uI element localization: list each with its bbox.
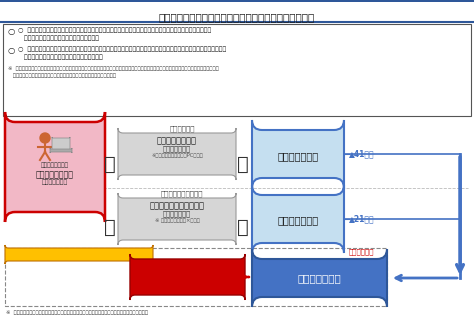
Text: （税７０万円）: （税７０万円） <box>42 179 68 185</box>
Text: ２割に軽減: ２割に軽減 <box>173 273 202 283</box>
Text: ＝: ＝ <box>237 218 249 237</box>
Text: ○  これにより、業種にかかわらず、売上・収入を把握するだけで消費税の申告が可能となることから、簡易課税に比して: ○ これにより、業種にかかわらず、売上・収入を把握するだけで消費税の申告が可能と… <box>18 46 226 51</box>
FancyBboxPatch shape <box>118 128 236 180</box>
Text: －: － <box>104 155 116 174</box>
Text: （税１５万円）: （税１５万円） <box>163 145 191 152</box>
FancyBboxPatch shape <box>118 193 236 245</box>
Text: ＝: ＝ <box>237 155 249 174</box>
Text: 仕入　１５０万円: 仕入 １５０万円 <box>157 136 197 145</box>
Text: 小規模事業者に対する納税額に係る負担軽減措置（案）: 小規模事業者に対する納税額に係る負担軽減措置（案） <box>159 12 315 22</box>
FancyBboxPatch shape <box>5 245 153 264</box>
Text: 始から令和８年９月３０日の属する課税期間まで適用できることとする。: 始から令和８年９月３０日の属する課税期間まで適用できることとする。 <box>8 73 116 78</box>
Text: 納税　１４万円: 納税 １４万円 <box>297 273 341 283</box>
Text: 税負担を軽減: 税負担を軽減 <box>349 248 374 255</box>
FancyBboxPatch shape <box>50 148 72 153</box>
FancyBboxPatch shape <box>252 249 387 307</box>
Text: 小規模事業者に対する負担軽減措置（案）: 小規模事業者に対する負担軽減措置（案） <box>44 251 115 257</box>
Text: －: － <box>104 218 116 237</box>
Text: 【イメージ】: 【イメージ】 <box>6 120 34 129</box>
Text: も、事務負担も大幅に軽減されることとなる。: も、事務負担も大幅に軽減されることとなる。 <box>18 54 103 60</box>
Text: ※ 売上税額７０万円×５０％: ※ 売上税額７０万円×５０％ <box>155 218 200 223</box>
FancyBboxPatch shape <box>5 112 105 222</box>
Text: ※  免税事業者がインボイス発行事業者となったこと等により事業者免税点制度の適用を受けられないこととなる者を対象とし、インボイス制度の開: ※ 免税事業者がインボイス発行事業者となったこと等により事業者免税点制度の適用を… <box>8 66 219 71</box>
Bar <box>0 0 474 2</box>
Text: （税３５万円）: （税３５万円） <box>163 210 191 216</box>
Text: 納税　５５万円: 納税 ５５万円 <box>277 151 319 161</box>
Text: みなし仕入　３５０万円: みなし仕入 ３５０万円 <box>149 201 204 210</box>
Text: 〔本則課税〕: 〔本則課税〕 <box>169 125 195 132</box>
Bar <box>3 24 471 116</box>
Text: ※通信交通費、会議費、PC購入費: ※通信交通費、会議費、PC購入費 <box>151 153 203 158</box>
FancyArrowPatch shape <box>456 157 463 271</box>
Text: ○: ○ <box>8 27 15 36</box>
Text: ▲21万円: ▲21万円 <box>349 215 374 223</box>
Text: る激変緩和措置を３年間講ずることとする。: る激変緩和措置を３年間講ずることとする。 <box>18 35 99 41</box>
Circle shape <box>40 133 50 143</box>
Text: ○: ○ <box>8 46 15 55</box>
FancyBboxPatch shape <box>252 120 344 188</box>
Text: ※  負担軽減措置の適用に当たっては、事前の届出を求めず、申告時に選択適用できることとする。: ※ 負担軽減措置の適用に当たっては、事前の届出を求めず、申告時に選択適用できるこ… <box>6 310 148 315</box>
Text: ※ 売上税額７０万円×２割: ※ 売上税額７０万円×２割 <box>168 283 206 288</box>
FancyBboxPatch shape <box>52 137 70 151</box>
Text: 納税額を売上税額の: 納税額を売上税額の <box>165 264 209 273</box>
Text: 〔簡易課税（５種）〕: 〔簡易課税（５種）〕 <box>161 190 203 196</box>
Text: ▲41万円: ▲41万円 <box>349 150 374 158</box>
Text: 納税　３５万円: 納税 ３５万円 <box>277 215 319 225</box>
FancyBboxPatch shape <box>252 185 344 253</box>
Text: 売上　７００万円: 売上 ７００万円 <box>36 170 74 179</box>
FancyBboxPatch shape <box>130 254 245 300</box>
Text: ○  免税事業者がインボイス発行事業者を選択した場合の負担軽減を図るため、納税額を売上税額の２割に軽減す: ○ 免税事業者がインボイス発行事業者を選択した場合の負担軽減を図るため、納税額を… <box>18 27 211 32</box>
Text: （小規模事業者）: （小規模事業者） <box>41 162 69 168</box>
Bar <box>5 248 387 306</box>
